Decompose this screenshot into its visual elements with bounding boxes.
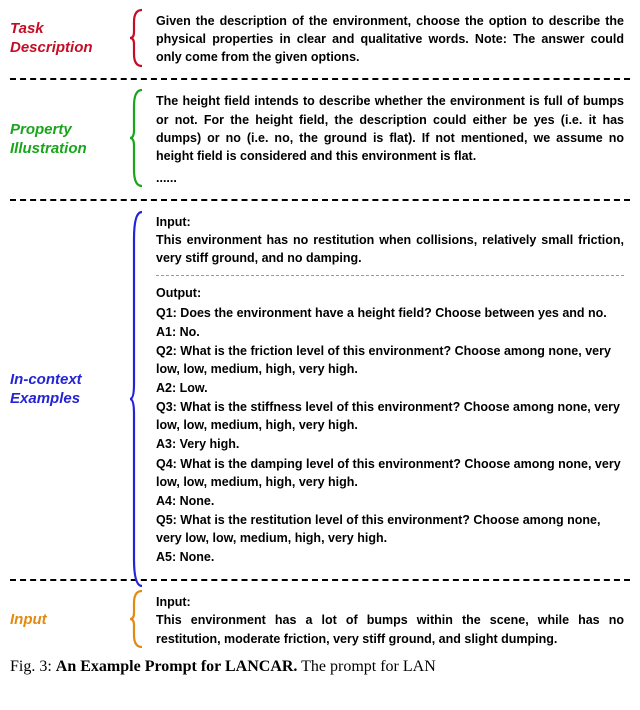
property-illustration-section: Property Illustration The height field i…	[0, 88, 640, 191]
caption-bold: An Example Prompt for LANCAR.	[56, 658, 298, 675]
qa-q5: Q5: What is the restitution level of thi…	[156, 511, 624, 547]
qa-q3: Q3: What is the stiffness level of this …	[156, 398, 624, 434]
separator-3	[10, 579, 630, 581]
property-text: The height field intends to describe whe…	[156, 92, 624, 165]
separator-1	[10, 78, 630, 80]
examples-input-header: Input:	[156, 213, 624, 231]
qa-a3: A3: Very high.	[156, 435, 624, 453]
qa-a2: A2: Low.	[156, 379, 624, 397]
caption-tail: The prompt for LAN	[297, 658, 435, 675]
input-label: Input	[10, 589, 128, 651]
input-brace	[128, 589, 148, 651]
input-section: Input Input: This environment has a lot …	[0, 589, 640, 651]
qa-a5: A5: None.	[156, 548, 624, 566]
property-label: Property Illustration	[10, 88, 128, 191]
input-content: Input: This environment has a lot of bum…	[148, 589, 630, 651]
property-content: The height field intends to describe whe…	[148, 88, 630, 191]
qa-q4: Q4: What is the damping level of this en…	[156, 455, 624, 491]
examples-label-text: In-context Examples	[10, 371, 82, 409]
task-label: Task Description	[10, 8, 128, 70]
examples-output-block: Output: Q1: Does the environment have a …	[156, 284, 624, 566]
examples-output-header: Output:	[156, 284, 624, 302]
examples-content: Input: This environment has no restituti…	[148, 209, 630, 571]
figure-caption: Fig. 3: An Example Prompt for LANCAR. Th…	[0, 652, 640, 676]
property-label-text: Property Illustration	[10, 121, 87, 159]
examples-inner-separator	[156, 275, 624, 276]
input-label-text: Input	[10, 611, 47, 630]
property-brace	[128, 88, 148, 191]
qa-a1: A1: No.	[156, 323, 624, 341]
input-text: This environment has a lot of bumps with…	[156, 611, 624, 647]
caption-prefix: Fig. 3:	[10, 658, 56, 675]
examples-label: In-context Examples	[10, 209, 128, 571]
task-brace	[128, 8, 148, 70]
task-text: Given the description of the environment…	[148, 8, 630, 70]
examples-input-text: This environment has no restitution when…	[156, 231, 624, 267]
qa-q2: Q2: What is the friction level of this e…	[156, 342, 624, 378]
examples-brace	[128, 209, 148, 571]
task-label-text: Task Description	[10, 20, 93, 58]
examples-section: In-context Examples Input: This environm…	[0, 209, 640, 571]
task-description-section: Task Description Given the description o…	[0, 8, 640, 70]
property-ellipsis: ......	[156, 169, 624, 187]
separator-2	[10, 199, 630, 201]
qa-a4: A4: None.	[156, 492, 624, 510]
input-header: Input:	[156, 593, 624, 611]
qa-q1: Q1: Does the environment have a height f…	[156, 304, 624, 322]
